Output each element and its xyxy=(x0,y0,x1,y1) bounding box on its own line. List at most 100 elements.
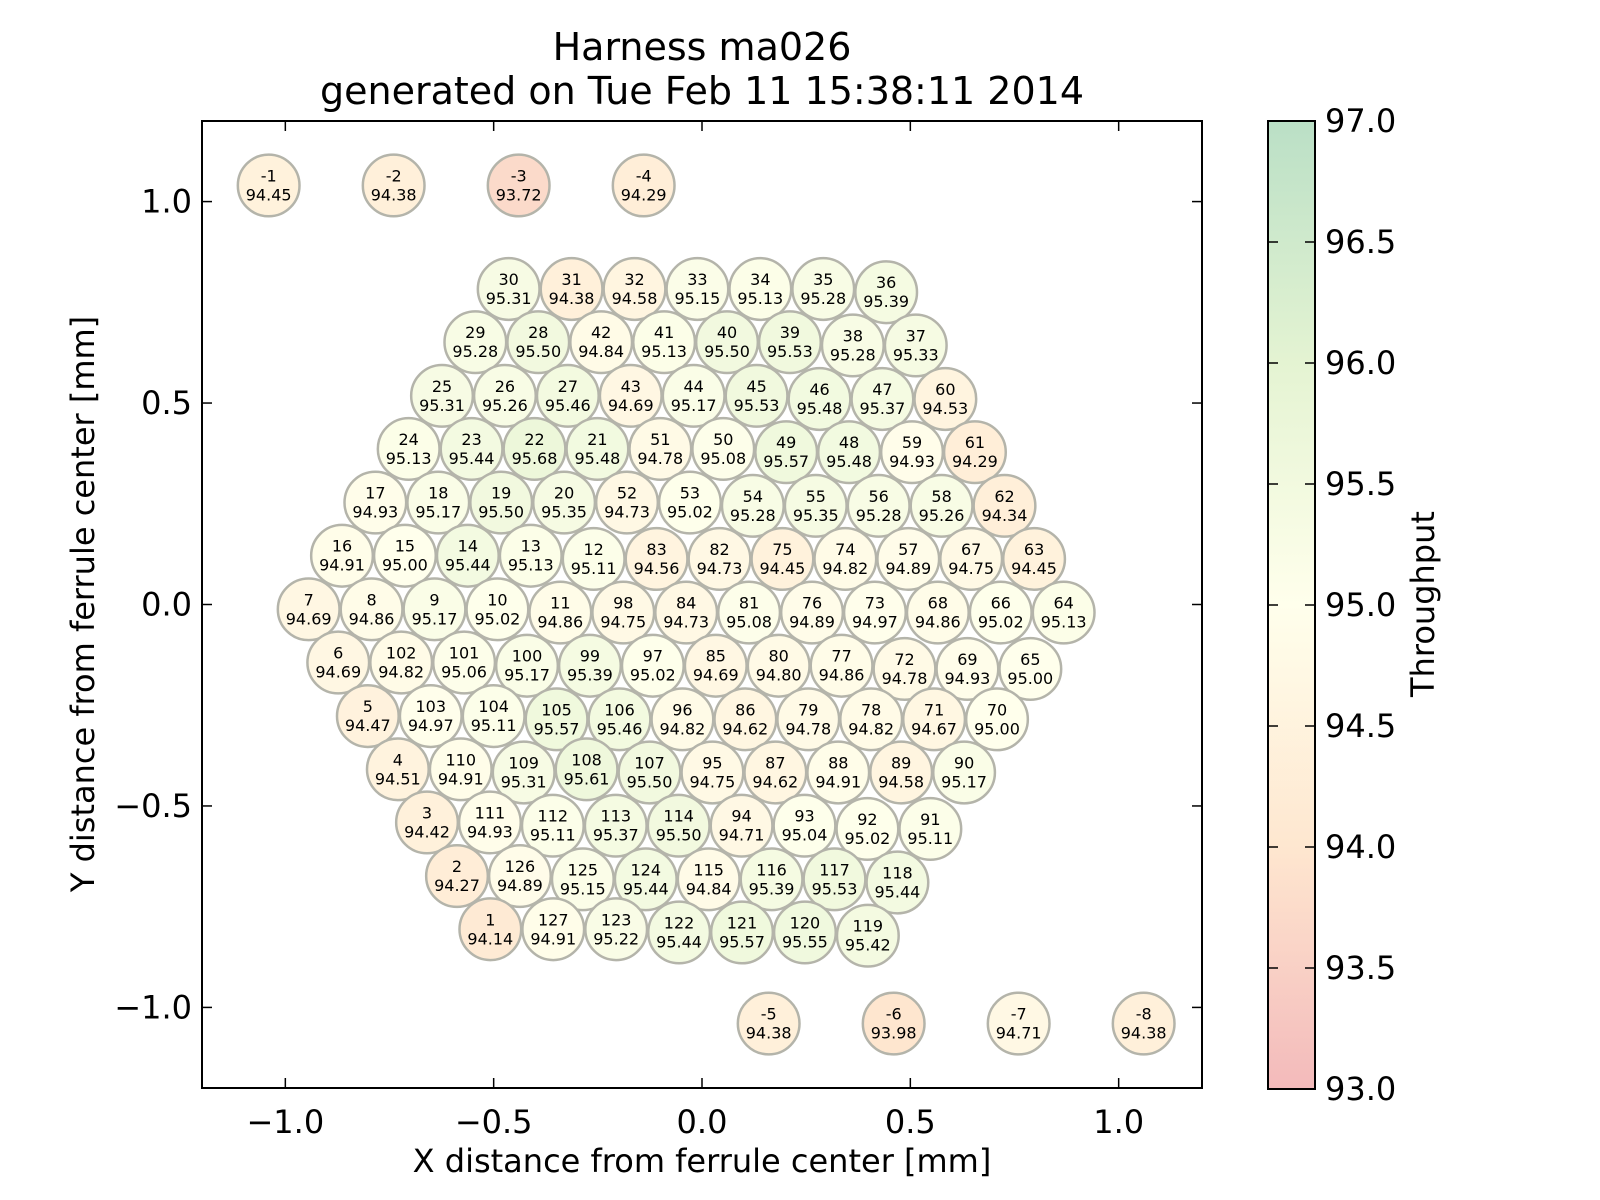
fiber-id-label: 46 xyxy=(809,380,829,399)
fiber-value-label: 94.69 xyxy=(286,609,332,628)
fiber-value-label: 94.84 xyxy=(578,342,624,361)
fiber-id-label: 119 xyxy=(853,917,884,936)
fiber-value-label: 94.67 xyxy=(911,719,957,738)
fiber-value-label: 94.93 xyxy=(945,669,991,688)
fiber-value-label: 94.91 xyxy=(438,769,484,788)
x-tick-label: −1.0 xyxy=(246,1103,324,1141)
fiber-7: 794.69 xyxy=(276,577,341,642)
fiber--4: -494.29 xyxy=(611,153,676,218)
fiber-value-label: 94.82 xyxy=(378,663,424,682)
fiber-marker xyxy=(657,470,723,535)
fiber-3: 394.42 xyxy=(394,790,460,855)
fiber-id-label: 115 xyxy=(693,860,724,879)
fiber-value-label: 94.89 xyxy=(497,876,543,895)
fiber-value-label: 95.13 xyxy=(508,556,554,575)
chart-title: Harness ma026 xyxy=(553,25,852,69)
fiber-marker xyxy=(1031,580,1096,645)
fiber-value-label: 95.13 xyxy=(641,342,687,361)
fiber-id-label: 12 xyxy=(583,540,603,559)
y-tick-label: 0.0 xyxy=(141,586,192,624)
fiber-id-label: 26 xyxy=(495,377,515,396)
fiber-id-label: 73 xyxy=(865,594,885,613)
fiber-value-label: 95.08 xyxy=(700,449,746,468)
fiber-id-label: 65 xyxy=(1020,650,1040,669)
fiber-value-label: 94.38 xyxy=(549,289,595,308)
fiber-marker xyxy=(439,416,504,482)
fiber--6: -693.98 xyxy=(861,991,926,1056)
fiber-id-label: 97 xyxy=(643,647,663,666)
fiber-id-label: 43 xyxy=(621,377,641,396)
fiber-id-label: 103 xyxy=(415,697,446,716)
fiber-id-label: 123 xyxy=(601,910,632,929)
fiber-value-label: 95.53 xyxy=(767,342,813,361)
colorbar-label: Throughput xyxy=(1404,511,1442,698)
fiber-id-label: -3 xyxy=(511,166,527,185)
fiber-marker xyxy=(861,991,926,1056)
fiber-value-label: 94.86 xyxy=(915,613,961,632)
fiber-value-label: 94.86 xyxy=(537,613,583,632)
fiber-marker xyxy=(802,847,867,912)
fiber-value-label: 95.17 xyxy=(671,396,717,415)
fiber-value-label: 95.46 xyxy=(545,396,591,415)
fiber-value-label: 94.82 xyxy=(660,719,706,738)
fiber--3: -393.72 xyxy=(486,153,551,218)
fiber-id-label: 28 xyxy=(528,323,548,342)
fiber-id-label: 121 xyxy=(727,913,758,932)
fiber-marker xyxy=(554,737,619,802)
fiber-id-label: 50 xyxy=(713,430,733,449)
fiber--7: -794.71 xyxy=(986,991,1051,1056)
fiber-marker xyxy=(435,523,500,588)
fiber-id-label: 1 xyxy=(485,910,495,929)
fiber-id-label: 2 xyxy=(452,857,462,876)
fiber-id-label: 75 xyxy=(772,540,792,559)
colorbar-tick-label: 94.5 xyxy=(1325,707,1396,745)
fiber-id-label: 63 xyxy=(1024,540,1044,559)
fiber-value-label: 94.91 xyxy=(530,929,576,948)
fiber-value-label: 95.53 xyxy=(734,396,780,415)
fiber-value-label: 94.75 xyxy=(948,559,994,578)
fiber-id-label: 62 xyxy=(994,487,1014,506)
fiber-value-label: 95.00 xyxy=(974,719,1020,738)
fiber-id-label: 38 xyxy=(843,326,863,345)
fiber-value-label: 94.38 xyxy=(1121,1024,1167,1043)
fiber-value-label: 94.78 xyxy=(882,669,928,688)
fiber-id-label: 102 xyxy=(386,644,417,663)
fiber-value-label: 94.78 xyxy=(637,449,683,468)
fiber-value-label: 94.34 xyxy=(982,506,1028,525)
fiber-id-label: 84 xyxy=(676,594,696,613)
fiber-marker xyxy=(376,416,441,482)
fiber-id-label: 91 xyxy=(920,810,940,829)
fiber-8: 894.86 xyxy=(339,577,404,642)
colorbar-tick-label: 96.0 xyxy=(1325,344,1396,382)
fiber-id-label: 66 xyxy=(991,594,1011,613)
fiber-id-label: 57 xyxy=(898,540,918,559)
fiber-value-label: 94.93 xyxy=(467,822,513,841)
